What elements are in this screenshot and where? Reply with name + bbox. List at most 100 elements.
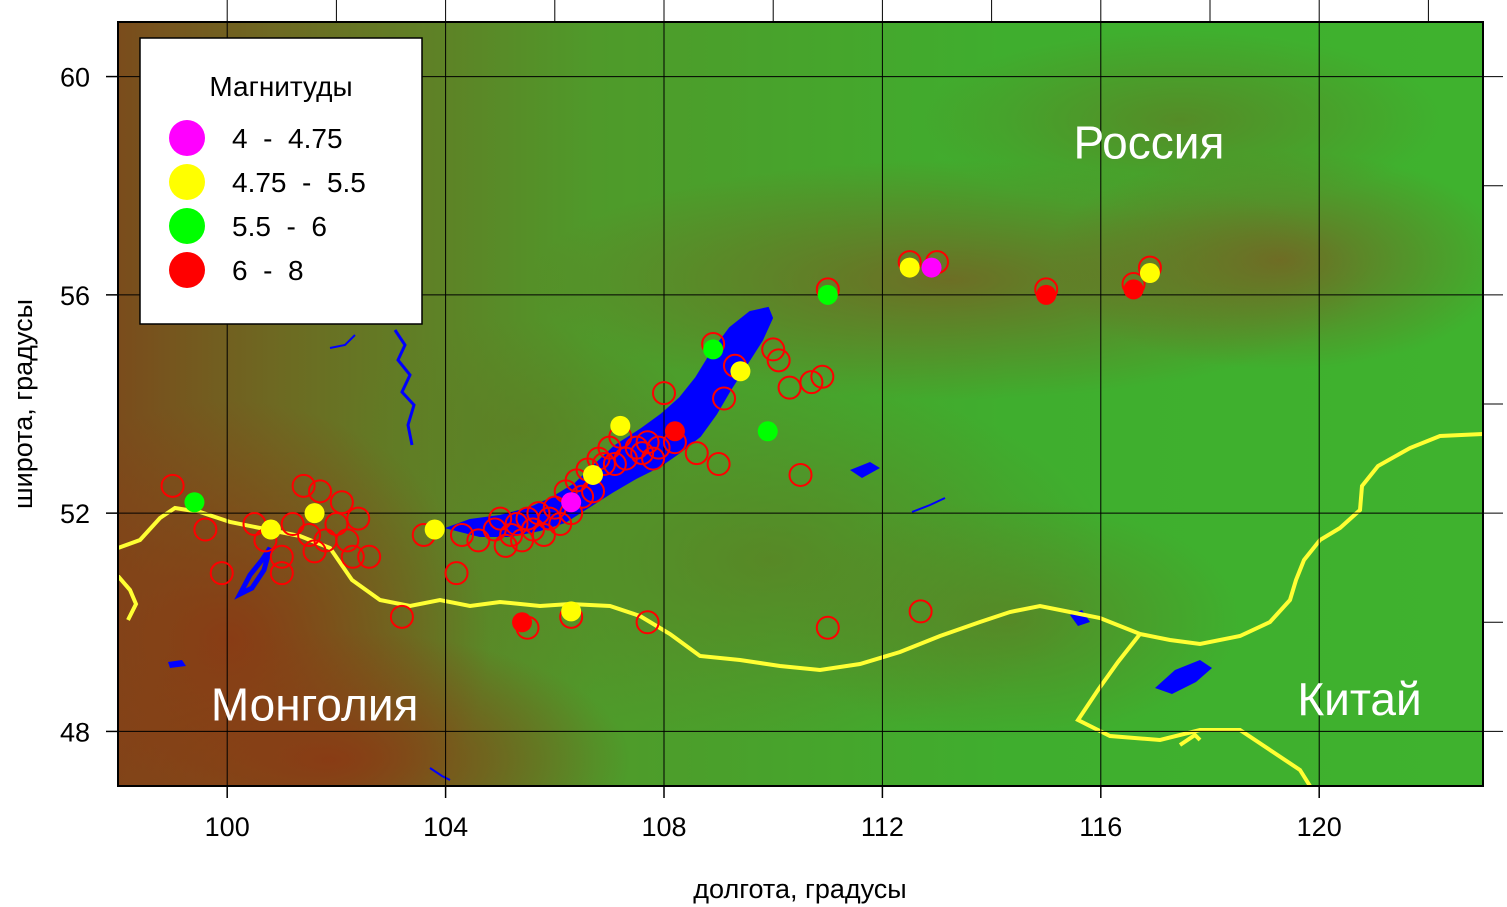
legend-swatch — [169, 120, 205, 156]
x-tick-label: 112 — [861, 812, 904, 842]
south-upland — [780, 500, 1240, 740]
angara-river — [393, 329, 416, 446]
earthquake-circle — [308, 479, 333, 504]
y-tick-label: 52 — [60, 499, 90, 529]
earthquake-marker — [757, 421, 778, 442]
legend-title: Магнитуды — [209, 71, 352, 102]
earthquake-circle — [788, 462, 813, 487]
y-tick-label: 56 — [60, 281, 90, 311]
earthquake-circle — [346, 506, 371, 531]
earthquake-circle — [269, 561, 294, 586]
earthquake-circle — [209, 561, 234, 586]
selenga-river — [329, 334, 356, 349]
earthquake-circle — [908, 599, 933, 624]
earthquake-circle — [482, 517, 507, 542]
earthquake-circle — [280, 512, 305, 537]
border-small-1 — [1178, 732, 1202, 747]
earthquake-marker — [730, 361, 751, 382]
earthquake-marker — [703, 339, 724, 360]
earthquake-circle — [591, 452, 616, 477]
earthquake-circle — [799, 370, 824, 395]
earthquake-circle — [466, 528, 491, 553]
terrain-map: Россия Монголия Китай — [118, 22, 1483, 786]
earthquake-marker — [561, 601, 582, 622]
earthquake-circle — [531, 522, 556, 547]
earthquake-marker — [583, 464, 604, 485]
earthquake-circle — [493, 533, 518, 558]
lake-hovsgol — [234, 546, 273, 600]
earthquake-circle — [357, 544, 382, 569]
y-axis: 48 52 56 60 — [60, 63, 118, 747]
x-axis: 100 104 108 112 116 120 — [205, 786, 1342, 842]
top-ticks — [226, 0, 1429, 22]
earthquake-circle — [291, 473, 316, 498]
y-tick-label: 60 — [60, 63, 90, 93]
legend-label: 6 - 8 — [232, 255, 304, 286]
earthquake-circle — [488, 506, 513, 531]
earthquake-marker — [424, 519, 445, 540]
small-lake-4 — [429, 767, 451, 781]
border-mongolia-china — [1075, 632, 1312, 786]
earthquake-circle — [815, 615, 840, 640]
small-lake-5 — [911, 497, 946, 513]
earthquake-circle — [340, 544, 365, 569]
earthquake-marker — [817, 284, 838, 305]
earthquake-circle — [706, 452, 731, 477]
lake-hulun — [1155, 660, 1212, 694]
earthquake-circle — [504, 512, 529, 537]
earthquake-circle — [297, 522, 322, 547]
earthquake-circle — [761, 337, 786, 362]
earthquake-circle — [389, 604, 414, 629]
legend-items: 4 - 4.75 4.75 - 5.5 5.5 - 6 6 - 8 — [169, 120, 366, 288]
earthquake-circle — [712, 386, 737, 411]
earthquake-circle — [684, 441, 709, 466]
legend-label: 4.75 - 5.5 — [232, 167, 366, 198]
earthquake-circle — [630, 441, 655, 466]
country-label: Россия — [1074, 116, 1225, 168]
earthquake-marker — [260, 519, 281, 540]
earthquake-circle — [269, 544, 294, 569]
legend: Магнитуды 4 - 4.75 4.75 - 5.5 5.5 - 6 6 - 8 — [139, 37, 423, 325]
lake-baikal — [444, 306, 774, 537]
y-tick-label: 48 — [60, 717, 90, 747]
earthquake-marker — [921, 257, 942, 278]
earthquake-circle — [449, 522, 474, 547]
earthquake-marker — [899, 257, 920, 278]
x-tick-label: 108 — [641, 812, 686, 842]
country-labels: Россия Монголия Китай — [211, 116, 1422, 730]
earthquake-circle — [602, 452, 627, 477]
earthquake-circle — [652, 381, 676, 406]
north-upland — [920, 30, 1440, 210]
earthquake-circle — [329, 490, 354, 515]
earthquake-circle — [635, 430, 660, 455]
earthquake-marker — [1139, 263, 1160, 284]
earthquake-marker — [304, 503, 325, 524]
earthquake-marker — [610, 415, 631, 436]
earthquake-circle — [537, 506, 562, 531]
earthquake-circle — [324, 512, 349, 537]
earthquake-circle — [526, 501, 551, 526]
earthquake-marker — [561, 492, 582, 513]
legend-label: 4 - 4.75 — [232, 123, 343, 154]
earthquake-circle — [499, 522, 524, 547]
earthquake-circle — [160, 473, 185, 498]
earthquake-markers — [184, 257, 1160, 633]
right-ticks — [1483, 76, 1503, 732]
earthquake-circle — [335, 528, 360, 553]
earthquake-circle — [635, 610, 660, 635]
y-axis-title: широта, градусы — [8, 299, 38, 509]
country-label: Китай — [1297, 673, 1421, 725]
x-tick-label: 120 — [1297, 812, 1342, 842]
earthquake-marker — [512, 612, 533, 633]
x-axis-title: долгота, градусы — [693, 874, 906, 904]
border-west — [118, 574, 139, 621]
earthquake-circle — [520, 517, 545, 542]
earthquake-circle — [193, 517, 218, 542]
earthquake-circle — [766, 348, 791, 373]
earthquake-circle — [646, 435, 671, 460]
earthquake-circle — [777, 375, 802, 400]
x-tick-label: 100 — [205, 812, 250, 842]
x-tick-label: 116 — [1079, 812, 1122, 842]
small-lake-2 — [850, 462, 880, 478]
